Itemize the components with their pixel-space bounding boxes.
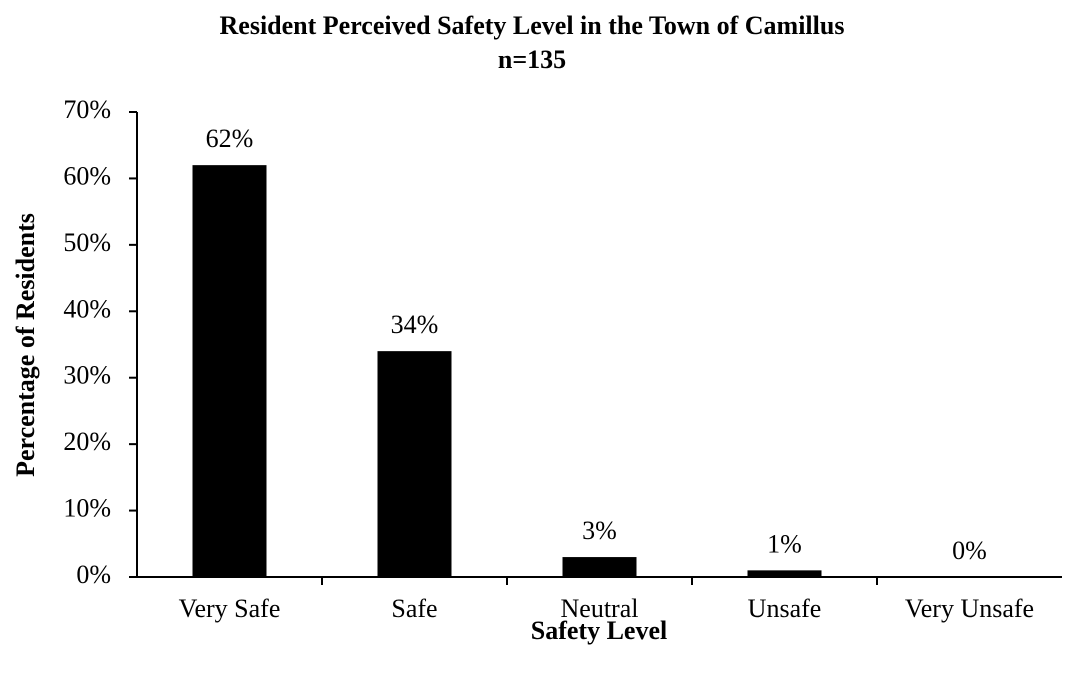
y-tick-label: 0% — [76, 560, 111, 589]
y-tick-label: 70% — [63, 95, 111, 124]
chart-title: Resident Perceived Safety Level in the T… — [220, 11, 845, 40]
y-tick-label: 10% — [63, 494, 111, 523]
y-tick-label: 20% — [63, 427, 111, 456]
x-tick-label: Unsafe — [748, 594, 822, 623]
value-label: 34% — [391, 310, 439, 339]
x-tick-label: Very Unsafe — [905, 594, 1034, 623]
x-tick-label: Very Safe — [179, 594, 281, 623]
y-axis-label: Percentage of Residents — [11, 213, 40, 477]
x-axis-label: Safety Level — [531, 616, 667, 645]
y-tick-label: 60% — [63, 161, 111, 190]
y-tick-label: 30% — [63, 361, 111, 390]
value-label: 3% — [582, 516, 617, 545]
y-tick-label: 40% — [63, 294, 111, 323]
bar — [562, 557, 637, 577]
chart-subtitle: n=135 — [498, 45, 566, 74]
value-label: 0% — [952, 536, 987, 565]
bar — [377, 351, 452, 577]
bar — [192, 165, 267, 577]
bar — [747, 570, 822, 577]
x-tick-label: Safe — [391, 594, 437, 623]
x-tick-label: Neutral — [561, 594, 639, 623]
value-label: 1% — [767, 529, 802, 558]
value-label: 62% — [206, 124, 254, 153]
y-tick-label: 50% — [63, 228, 111, 257]
